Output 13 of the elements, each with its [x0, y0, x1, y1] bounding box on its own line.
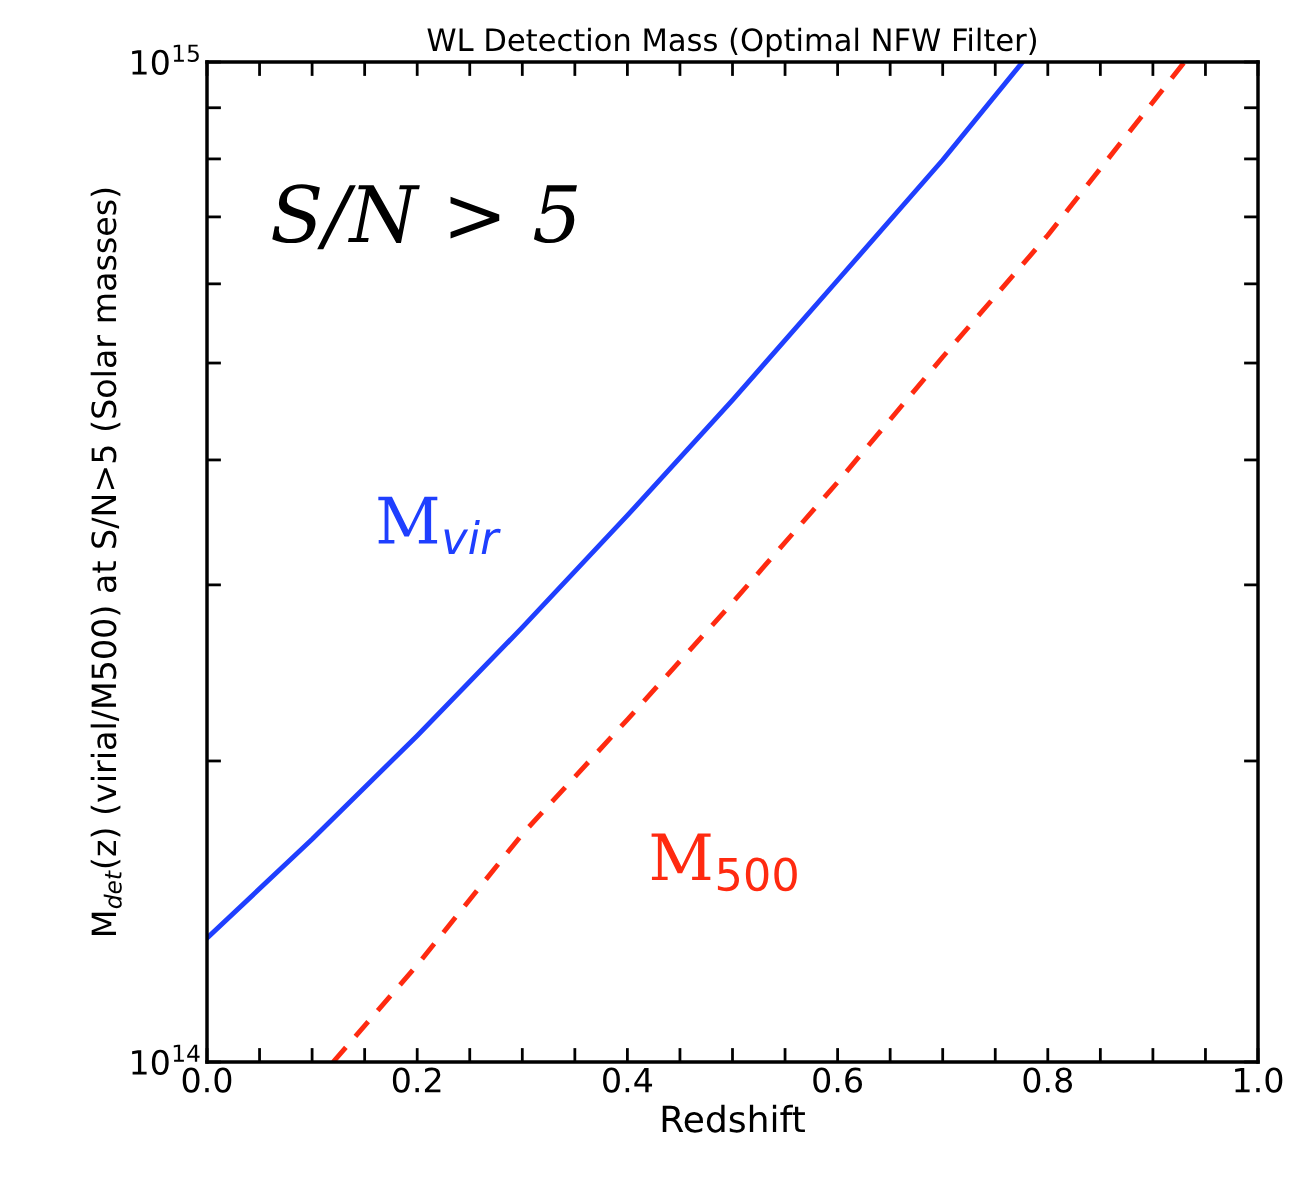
x-tick-label: 0.8	[1023, 1067, 1073, 1093]
x-tick-label: 0.2	[392, 1067, 441, 1093]
annotation: S/N > 5	[272, 184, 577, 250]
y-axis-title: M$_{det}$(z) (virial/M500) at S/N>5 (Solar masses)	[90, 188, 122, 936]
x-tick-label: 0.4	[603, 1067, 653, 1093]
series-label: M$_{vir}$	[378, 496, 501, 554]
chart-title: WL Detection Mass (Optimal NFW Filter)	[427, 27, 1036, 58]
series-label: M$_{500}$	[651, 833, 797, 892]
x-tick-label: 1.0	[1235, 1067, 1283, 1093]
line-series	[207, 62, 1026, 941]
x-tick-label: 0.6	[813, 1067, 863, 1093]
y-tick-label: 10$^{15}$	[132, 44, 199, 75]
x-axis-title: Redshift	[662, 1104, 805, 1133]
